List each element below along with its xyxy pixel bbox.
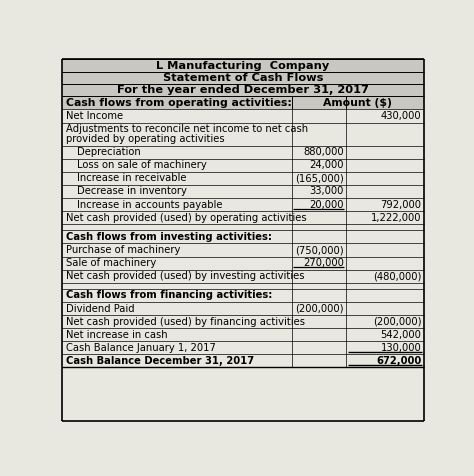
- Text: 542,000: 542,000: [380, 330, 421, 340]
- Text: Decrease in inventory: Decrease in inventory: [77, 187, 187, 197]
- Text: Net cash provided (used) by investing activities: Net cash provided (used) by investing ac…: [66, 271, 305, 281]
- Text: (750,000): (750,000): [295, 245, 344, 255]
- Text: 430,000: 430,000: [381, 111, 421, 121]
- Text: Purchase of machinery: Purchase of machinery: [66, 245, 181, 255]
- Text: For the year ended December 31, 2017: For the year ended December 31, 2017: [117, 85, 369, 95]
- Text: 24,000: 24,000: [309, 160, 344, 170]
- Text: provided by operating activities: provided by operating activities: [66, 134, 225, 144]
- Text: Depreciation: Depreciation: [77, 147, 141, 157]
- Bar: [63, 84, 423, 97]
- Text: Sale of machinery: Sale of machinery: [66, 258, 156, 268]
- Text: 20,000: 20,000: [309, 199, 344, 209]
- Text: Increase in accounts payable: Increase in accounts payable: [77, 199, 223, 209]
- Text: Cash flows from operating activities:: Cash flows from operating activities:: [66, 98, 292, 108]
- Text: 792,000: 792,000: [380, 199, 421, 209]
- Text: 1,222,000: 1,222,000: [371, 213, 421, 223]
- Text: (200,000): (200,000): [295, 304, 344, 314]
- Text: Cash Balance January 1, 2017: Cash Balance January 1, 2017: [66, 343, 216, 353]
- Text: (480,000): (480,000): [373, 271, 421, 281]
- Bar: [63, 60, 423, 72]
- Text: Net Income: Net Income: [66, 111, 123, 121]
- Text: Net cash provided (used) by financing activities: Net cash provided (used) by financing ac…: [66, 317, 305, 327]
- Text: Dividend Paid: Dividend Paid: [66, 304, 135, 314]
- Text: Net cash provided (used) by operating activities: Net cash provided (used) by operating ac…: [66, 213, 307, 223]
- Text: 880,000: 880,000: [303, 147, 344, 157]
- Text: 130,000: 130,000: [381, 343, 421, 353]
- Text: (165,000): (165,000): [295, 173, 344, 183]
- Text: Cash Balance December 31, 2017: Cash Balance December 31, 2017: [66, 356, 255, 366]
- Text: Increase in receivable: Increase in receivable: [77, 173, 187, 183]
- Text: Amount ($): Amount ($): [323, 98, 392, 108]
- Text: (200,000): (200,000): [373, 317, 421, 327]
- Text: L Manufacturing  Company: L Manufacturing Company: [156, 60, 329, 70]
- Bar: [63, 97, 423, 109]
- Text: Cash flows from financing activities:: Cash flows from financing activities:: [66, 290, 273, 300]
- Text: 270,000: 270,000: [303, 258, 344, 268]
- Text: 672,000: 672,000: [376, 356, 421, 366]
- Text: Statement of Cash Flows: Statement of Cash Flows: [163, 73, 323, 83]
- Text: Loss on sale of machinery: Loss on sale of machinery: [77, 160, 207, 170]
- Text: Net increase in cash: Net increase in cash: [66, 330, 168, 340]
- Text: Cash flows from investing activities:: Cash flows from investing activities:: [66, 232, 272, 242]
- Text: 33,000: 33,000: [310, 187, 344, 197]
- Bar: [63, 72, 423, 84]
- Text: Adjustments to reconcile net income to net cash: Adjustments to reconcile net income to n…: [66, 124, 309, 134]
